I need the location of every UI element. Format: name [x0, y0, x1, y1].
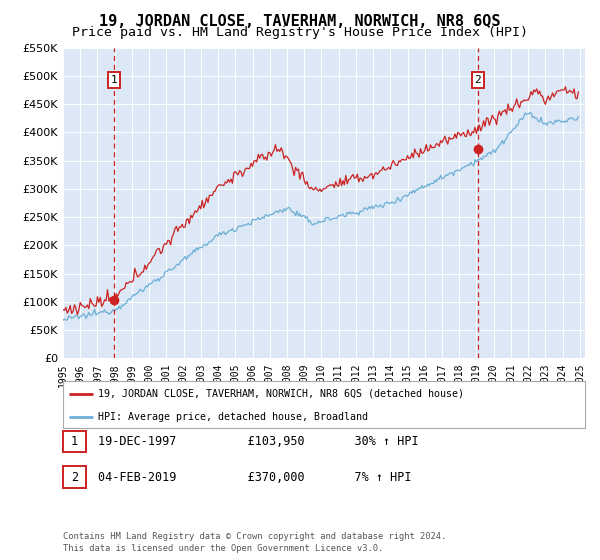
Text: 19, JORDAN CLOSE, TAVERHAM, NORWICH, NR8 6QS: 19, JORDAN CLOSE, TAVERHAM, NORWICH, NR8… [99, 14, 501, 29]
Text: 19, JORDAN CLOSE, TAVERHAM, NORWICH, NR8 6QS (detached house): 19, JORDAN CLOSE, TAVERHAM, NORWICH, NR8… [98, 389, 464, 399]
Text: 04-FEB-2019          £370,000       7% ↑ HPI: 04-FEB-2019 £370,000 7% ↑ HPI [98, 470, 412, 484]
Text: 1: 1 [110, 75, 118, 85]
Text: Contains HM Land Registry data © Crown copyright and database right 2024.
This d: Contains HM Land Registry data © Crown c… [63, 533, 446, 553]
Text: 1: 1 [71, 435, 78, 448]
Text: HPI: Average price, detached house, Broadland: HPI: Average price, detached house, Broa… [98, 412, 368, 422]
Text: 19-DEC-1997          £103,950       30% ↑ HPI: 19-DEC-1997 £103,950 30% ↑ HPI [98, 435, 418, 448]
Text: 2: 2 [71, 470, 78, 484]
Text: 2: 2 [475, 75, 481, 85]
Text: Price paid vs. HM Land Registry's House Price Index (HPI): Price paid vs. HM Land Registry's House … [72, 26, 528, 39]
